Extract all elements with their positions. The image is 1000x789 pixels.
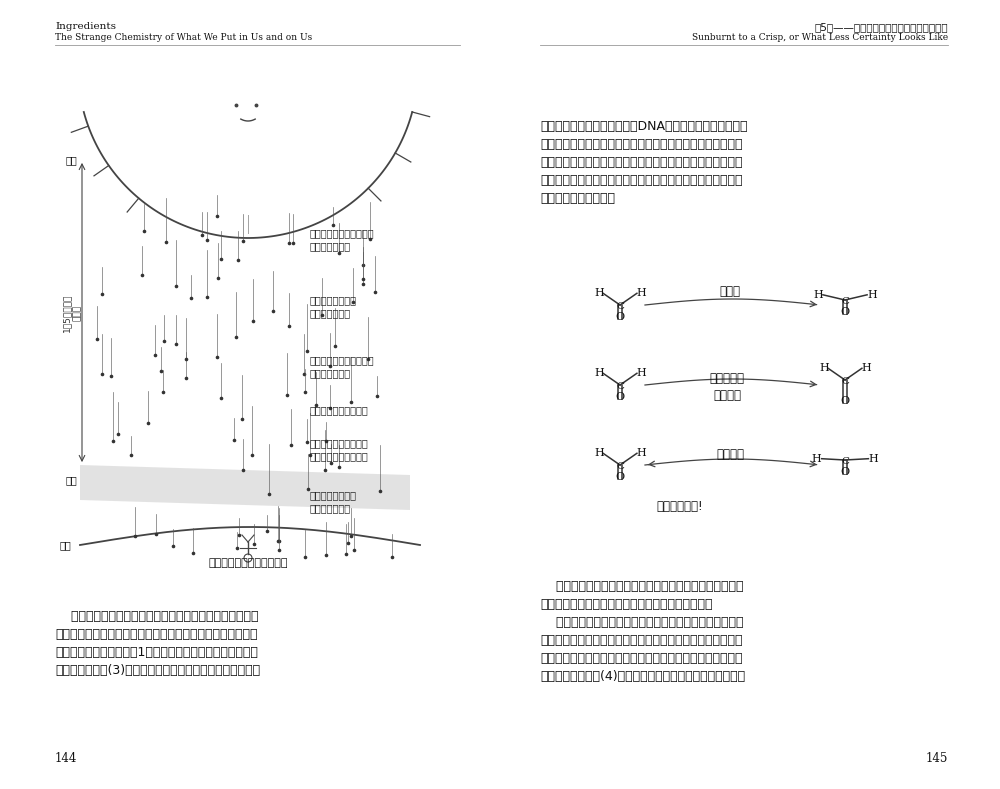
Text: 而且可多看啊!: 而且可多看啊! xyxy=(657,500,703,513)
Text: O: O xyxy=(615,473,625,482)
Text: H: H xyxy=(812,454,821,464)
Text: 固醇、水，還有很多。光子撞擊分子的電子時，會使電子以各: 固醇、水，還有很多。光子撞擊分子的電子時，會使電子以各 xyxy=(540,138,742,151)
Text: 1億5千萬公里
的太空: 1億5千萬公里 的太空 xyxy=(62,294,82,331)
Text: 水裡的水分子跳動的速度，要比我們手上的分子快得多。如果: 水裡的水分子跳動的速度，要比我們手上的分子快得多。如果 xyxy=(540,652,742,665)
Text: The Strange Chemistry of What We Put in Us and on Us: The Strange Chemistry of What We Put in … xyxy=(55,33,312,42)
Text: H: H xyxy=(869,454,878,464)
Text: H: H xyxy=(594,368,604,378)
Polygon shape xyxy=(80,465,410,510)
Text: 分子跳動的計量單位我們都很營悦，就是溫度。一樣東西: 分子跳動的計量單位我們都很營悦，就是溫度。一樣東西 xyxy=(540,616,744,629)
Text: H: H xyxy=(819,363,829,373)
Text: 145: 145 xyxy=(926,752,948,765)
Text: 對於第三個原子扒動。: 對於第三個原子扒動。 xyxy=(540,192,615,205)
Text: Ingredients: Ingredients xyxy=(55,22,116,31)
Text: 144: 144 xyxy=(55,752,77,765)
Text: 子實際能量而定(3)。這表示光子會和女子的許許多多細胞與: 子實際能量而定(3)。這表示光子會和女子的許許多多細胞與 xyxy=(55,664,260,677)
Text: 但還是有許多光子
打到地球表面。: 但還是有許多光子 打到地球表面。 xyxy=(310,490,357,513)
Text: C: C xyxy=(841,297,849,306)
Text: C: C xyxy=(616,382,624,391)
Text: 每個點代表每秒鐘
數千兆個光子。: 每個點代表每秒鐘 數千兆個光子。 xyxy=(310,295,357,318)
Text: 在法國南部度假的英國女士: 在法國南部度假的英國女士 xyxy=(208,558,288,568)
Text: 我知這這看起來像下雨，
不過這是光子。: 我知這這看起來像下雨， 不過這是光子。 xyxy=(310,228,375,251)
Text: 第5章——被太陽烤焦？怎樣才算不很確定？: 第5章——被太陽烤焦？怎樣才算不很確定？ xyxy=(814,22,948,32)
Text: 大氣: 大氣 xyxy=(66,475,78,485)
Text: 間距離拉長、縮短，或是灣曲、搖動、交錯振動、擺動，或相: 間距離拉長、縮短，或是灣曲、搖動、交錯振動、擺動，或相 xyxy=(540,174,742,187)
Text: 度超出我們的想像：至少1公釐，而且可能更深，視膚色和光: 度超出我們的想像：至少1公釐，而且可能更深，視膚色和光 xyxy=(55,646,258,659)
Text: H: H xyxy=(594,448,604,458)
Text: 然後彎曲: 然後彎曲 xyxy=(716,448,744,461)
Text: H: H xyxy=(813,290,823,300)
Text: H: H xyxy=(594,288,604,298)
Text: 種方式移動。整個分子自轉，同時（或者）分子內的原子對之: 種方式移動。整個分子自轉，同時（或者）分子內的原子對之 xyxy=(540,156,742,169)
Text: 基本上，每樣東西都會以隨機、不協調且不優雅的方式亂: 基本上，每樣東西都會以隨機、不協調且不優雅的方式亂 xyxy=(540,580,744,593)
Text: C: C xyxy=(841,457,849,466)
Text: O: O xyxy=(840,307,850,317)
Text: C: C xyxy=(616,302,624,311)
Text: Sunburnt to a Crisp, or What Less Certainty Looks Like: Sunburnt to a Crisp, or What Less Certai… xyxy=(692,33,948,42)
Text: C: C xyxy=(616,462,624,471)
Text: O: O xyxy=(840,467,850,477)
Text: 略小於眼睛偵測範圍的光子看起。這類光子深入人類皮膚的程: 略小於眼睛偵測範圍的光子看起。這類光子深入人類皮膚的程 xyxy=(55,628,258,641)
Text: O: O xyxy=(840,396,850,406)
Text: O: O xyxy=(615,392,625,402)
Text: O: O xyxy=(615,312,625,322)
Text: H: H xyxy=(636,448,646,458)
Text: H: H xyxy=(636,368,646,378)
Text: 地球: 地球 xyxy=(60,540,72,550)
Text: 每個光子和她身體的交互作用都不大一樣。我們先從能量: 每個光子和她身體的交互作用都不大一樣。我們先從能量 xyxy=(55,610,258,623)
Text: 把手伸進這壺滚水(4)，水分子會非常用力地在皮膚分子上舞: 把手伸進這壺滚水(4)，水分子會非常用力地在皮膚分子上舞 xyxy=(540,670,745,683)
Text: H: H xyxy=(636,288,646,298)
Text: H: H xyxy=(861,363,871,373)
Text: 灣下來: 灣下來 xyxy=(720,285,740,298)
Text: 這好，能量較大的光子
幾乎都被大氣吸收了。: 這好，能量較大的光子 幾乎都被大氣吸收了。 xyxy=(310,438,369,462)
Text: 太陽: 太陽 xyxy=(66,155,78,165)
Text: H: H xyxy=(867,290,877,300)
Text: 它們的能量各不相同。: 它們的能量各不相同。 xyxy=(310,405,369,415)
Text: 細胞內的分子交互作用，包括DNA、蛋白質、糖、脂肪、膽: 細胞內的分子交互作用，包括DNA、蛋白質、糖、脂肪、膽 xyxy=(540,120,748,133)
Text: 晨，就像兄弟會的男生在好友婚禮上賣力跳舞那樣。: 晨，就像兄弟會的男生在好友婚禮上賣力跳舞那樣。 xyxy=(540,598,712,611)
Text: 雖然它們看起來针一樣，
其實不大一樣。: 雖然它們看起來针一樣， 其實不大一樣。 xyxy=(310,355,375,378)
Text: C: C xyxy=(841,377,849,386)
Text: 越熱，構成這樣東西的分子跳動得越厄害。舉例來說，一壺滚: 越熱，構成這樣東西的分子跳動得越厄害。舉例來說，一壺滚 xyxy=(540,634,742,647)
Text: 把一比鍵拉
伸遠一些: 把一比鍵拉 伸遠一些 xyxy=(710,372,744,402)
